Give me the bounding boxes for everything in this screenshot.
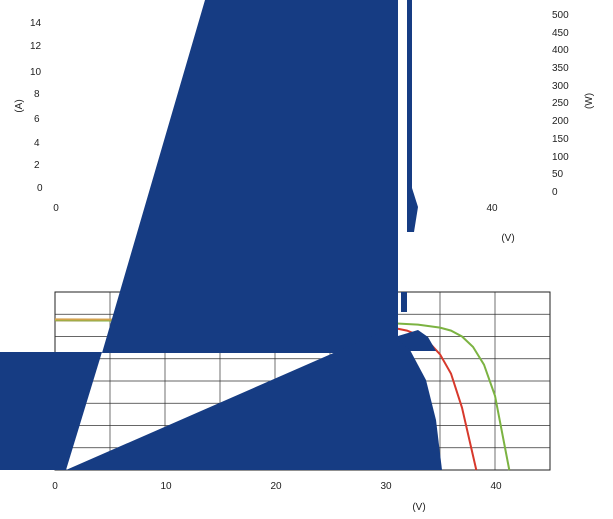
bottom-x-tick: 0 <box>52 481 58 492</box>
overlay-spike <box>412 188 418 232</box>
overlay-stripe <box>407 0 412 232</box>
top-x-tick: 40 <box>486 203 498 214</box>
top-x-axis: 0 40 (V) <box>53 203 514 244</box>
overlay-triangle <box>102 0 436 353</box>
top-right-axis: 500 450 400 350 300 250 200 150 100 50 0… <box>552 10 595 198</box>
right-y-tick: 250 <box>552 98 569 109</box>
overlay-band <box>0 352 102 470</box>
bottom-x-tick: 10 <box>160 481 172 492</box>
overlay-shapes <box>0 0 442 470</box>
top-x-tick: 0 <box>53 203 59 214</box>
right-y-tick: 500 <box>552 10 569 21</box>
bottom-x-tick: 30 <box>380 481 392 492</box>
left-y-tick: 12 <box>30 41 42 52</box>
left-y-tick: 10 <box>30 67 42 78</box>
bottom-x-axis-label: (V) <box>412 502 425 513</box>
overlay-notch <box>401 292 407 312</box>
right-y-tick: 350 <box>552 63 569 74</box>
right-y-tick: 0 <box>552 187 558 198</box>
right-y-tick: 300 <box>552 81 569 92</box>
bottom-x-axis: 0 10 20 30 40 (V) <box>52 481 502 513</box>
right-y-tick: 450 <box>552 28 569 39</box>
left-y-tick: 8 <box>34 89 40 100</box>
left-y-tick: 6 <box>34 114 40 125</box>
left-y-axis-label: (A) <box>14 99 25 112</box>
overlay-wedge <box>66 330 442 470</box>
left-y-tick: 4 <box>34 138 40 149</box>
bottom-x-tick: 20 <box>270 481 282 492</box>
right-y-tick: 100 <box>552 152 569 163</box>
right-y-tick: 150 <box>552 134 569 145</box>
right-y-tick: 50 <box>552 169 564 180</box>
left-y-tick: 14 <box>30 18 42 29</box>
left-y-tick: 0 <box>37 183 43 194</box>
right-y-axis-label: (W) <box>584 93 595 109</box>
right-y-tick: 400 <box>552 45 569 56</box>
left-y-tick: 2 <box>34 160 40 171</box>
bottom-x-tick: 40 <box>490 481 502 492</box>
top-x-axis-label: (V) <box>501 233 514 244</box>
right-y-tick: 200 <box>552 116 569 127</box>
top-left-axis: 14 12 10 8 6 4 2 0 (A) <box>14 18 43 194</box>
